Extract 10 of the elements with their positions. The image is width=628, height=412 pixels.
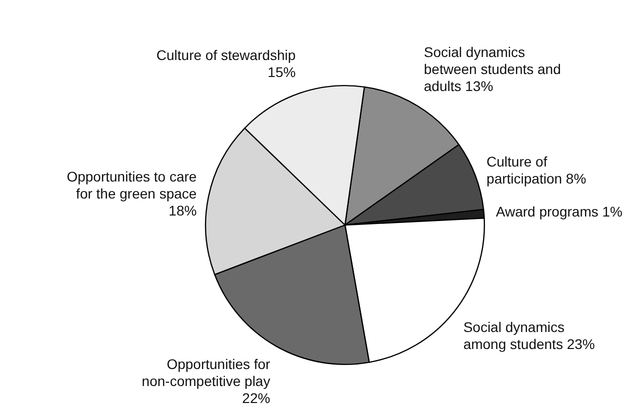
slice-label: Culture of stewardship [156,47,296,64]
data-label: 22% [242,390,270,406]
slice-label: Opportunities for non-competitive play [142,356,271,389]
slice-label: Award programs 1% [496,204,622,220]
data-label: 18% [168,202,197,218]
slice-label: Culture of participation 8% [486,154,586,187]
slice-label: Opportunities to care for the green space [66,168,197,202]
data-label: 15% [268,64,296,80]
slice-label: Social dynamics between students and adults 13% [424,44,561,94]
slice-label: Social dynamics among students 23% [463,318,595,352]
